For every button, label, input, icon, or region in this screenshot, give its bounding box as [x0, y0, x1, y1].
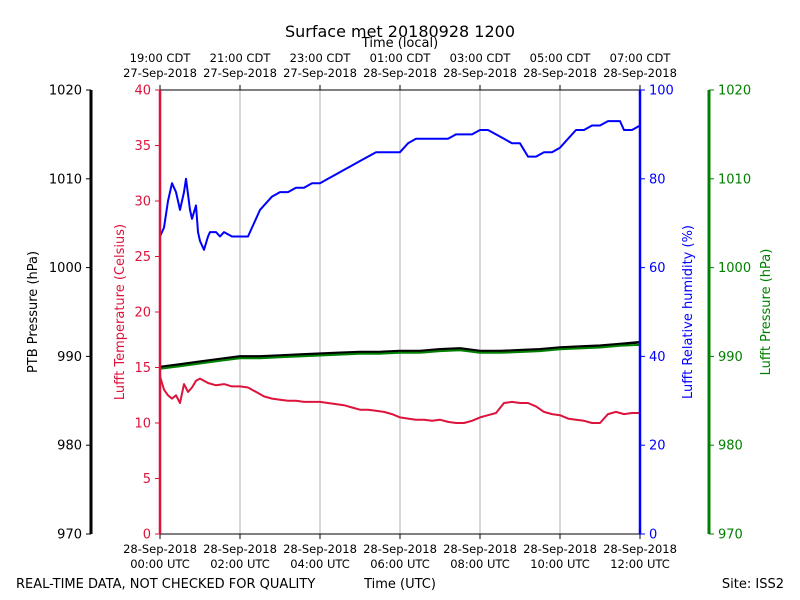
x-tick-label-date: 28-Sep-2018 — [363, 542, 437, 556]
temp-tick-label: 0 — [143, 528, 151, 543]
temp-tick-label: 10 — [134, 417, 151, 432]
lp-tick-label: 980 — [718, 439, 743, 454]
lp-tick-label: 1010 — [718, 172, 751, 187]
bottom-axis-label: Time (UTC) — [363, 577, 436, 592]
x-tick-label-date: 28-Sep-2018 — [203, 542, 277, 556]
ptb-tick-label: 990 — [57, 350, 82, 365]
ptb-tick-label: 1010 — [49, 172, 82, 187]
quality-notice: REAL-TIME DATA, NOT CHECKED FOR QUALITY — [16, 577, 315, 592]
x-tick-label-time: 02:00 UTC — [210, 557, 270, 571]
top-tick-label-date: 27-Sep-2018 — [203, 66, 277, 80]
rh-series-line — [159, 120, 641, 251]
temp-tick-label: 30 — [134, 195, 151, 210]
x-tick-label-date: 28-Sep-2018 — [283, 542, 357, 556]
lp-tick-label: 990 — [718, 350, 743, 365]
x-tick-label-time: 00:00 UTC — [130, 557, 190, 571]
x-tick-label-time: 04:00 UTC — [290, 557, 350, 571]
top-tick-label-time: 23:00 CDT — [290, 51, 352, 65]
top-tick-label-time: 03:00 CDT — [450, 51, 512, 65]
temp-series-line — [159, 376, 640, 424]
ptb-tick-label: 1000 — [49, 261, 82, 276]
lp-tick-label: 1000 — [718, 261, 751, 276]
x-tick-label-date: 28-Sep-2018 — [123, 542, 197, 556]
lp-axis-label: Lufft Pressure (hPa) — [759, 249, 774, 376]
top-tick-label-time: 05:00 CDT — [530, 51, 592, 65]
ptb-tick-label: 980 — [57, 439, 82, 454]
temp-axis-label: Lufft Temperature (Celsius) — [113, 224, 128, 400]
top-tick-label-time: 01:00 CDT — [370, 51, 432, 65]
top-tick-label-date: 27-Sep-2018 — [123, 66, 197, 80]
ptb-tick-label: 970 — [57, 528, 82, 543]
temp-tick-label: 5 — [143, 472, 151, 487]
rh-tick-label: 0 — [649, 528, 657, 543]
x-tick-label-time: 06:00 UTC — [370, 557, 430, 571]
top-tick-label-date: 28-Sep-2018 — [523, 66, 597, 80]
ptb-axis-label: PTB Pressure (hPa) — [26, 251, 41, 373]
top-tick-label-date: 27-Sep-2018 — [283, 66, 357, 80]
rh-tick-label: 60 — [649, 261, 666, 276]
top-axis-label: Time (local) — [361, 36, 438, 51]
rh-tick-label: 20 — [649, 439, 666, 454]
lp-tick-label: 1020 — [718, 84, 751, 99]
lp-series-line — [159, 343, 641, 370]
lp-tick-label: 970 — [718, 528, 743, 543]
temp-tick-label: 15 — [134, 361, 151, 376]
rh-tick-label: 80 — [649, 172, 666, 187]
x-tick-label-time: 10:00 UTC — [530, 557, 590, 571]
top-tick-label-time: 21:00 CDT — [210, 51, 272, 65]
top-tick-label-time: 19:00 CDT — [130, 51, 192, 65]
grid — [239, 90, 561, 534]
temp-tick-label: 40 — [134, 84, 151, 99]
rh-tick-label: 100 — [649, 84, 674, 99]
ptb-tick-label: 1020 — [49, 84, 82, 99]
x-tick-label-time: 08:00 UTC — [450, 557, 510, 571]
top-tick-label-date: 28-Sep-2018 — [363, 66, 437, 80]
temp-tick-label: 25 — [134, 250, 151, 265]
x-tick-label-date: 28-Sep-2018 — [603, 542, 677, 556]
rh-axis-label: Lufft Relative humidity (%) — [681, 225, 696, 399]
chart-title: Surface met 20180928 1200 — [285, 22, 515, 41]
site-label: Site: ISS2 — [722, 577, 784, 592]
x-tick-label-time: 12:00 UTC — [610, 557, 670, 571]
temp-tick-label: 35 — [134, 139, 151, 154]
temp-tick-label: 20 — [134, 306, 151, 321]
top-tick-label-time: 07:00 CDT — [610, 51, 672, 65]
x-tick-label-date: 28-Sep-2018 — [443, 542, 517, 556]
series-layer — [159, 120, 641, 424]
top-tick-label-date: 28-Sep-2018 — [603, 66, 677, 80]
top-tick-label-date: 28-Sep-2018 — [443, 66, 517, 80]
x-tick-label-date: 28-Sep-2018 — [523, 542, 597, 556]
rh-tick-label: 40 — [649, 350, 666, 365]
ptb-series-line — [159, 340, 641, 369]
